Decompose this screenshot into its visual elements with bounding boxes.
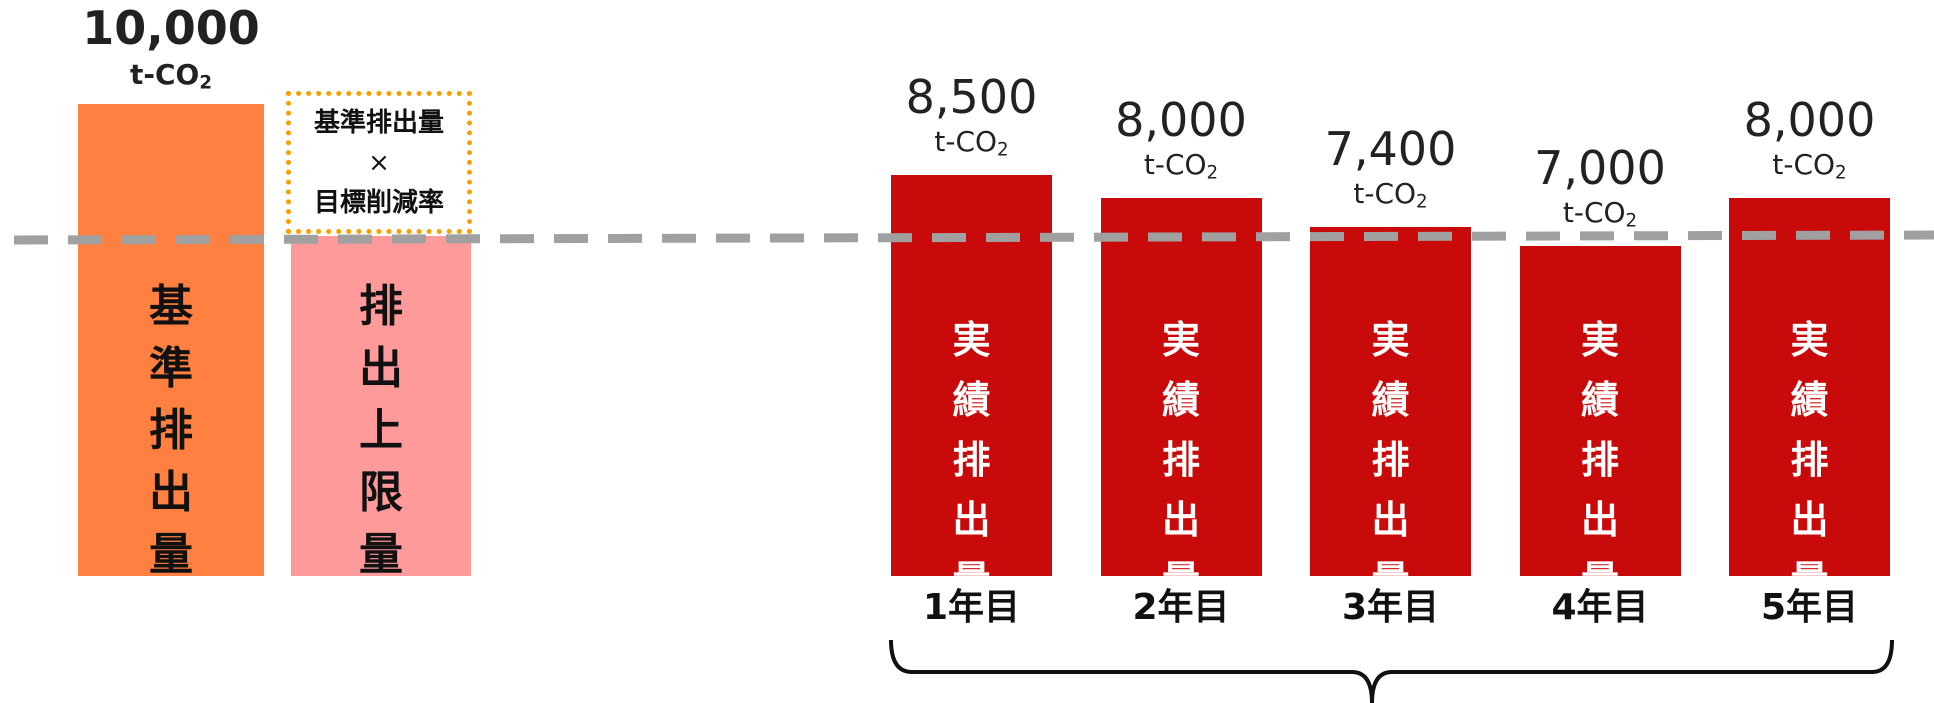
baseline-bar-char: 出 <box>149 467 193 518</box>
year-bar <box>1519 245 1681 576</box>
year-bar-char: 績 <box>952 378 991 422</box>
year-bar <box>1729 198 1890 576</box>
year-value-label: 7,000 <box>1534 140 1666 195</box>
year-bar-char: 量 <box>1161 558 1200 602</box>
cap-bar-char: 出 <box>359 343 403 394</box>
year-bar-char: 績 <box>1790 378 1829 422</box>
year-unit-label: t-CO2 <box>1143 148 1219 184</box>
year-bar-char: 排 <box>1371 438 1410 482</box>
year-bar-text: 実績排出量 <box>1101 310 1262 610</box>
year-bar <box>1310 226 1471 576</box>
year-bar-char: 出 <box>1790 498 1829 542</box>
year-category-label: 3年目 <box>1341 587 1440 628</box>
year-bar-char: 排 <box>1790 438 1829 482</box>
year-value-label: 7,400 <box>1324 121 1457 176</box>
year-bar-text: 実績排出量 <box>1729 310 1890 610</box>
year-category-label: 4年目 <box>1551 587 1649 628</box>
year-value-label: 8,500 <box>905 69 1038 124</box>
cap-formula-box: 基準排出量 × 目標削減率 <box>286 91 472 234</box>
baseline-bar-text: 基 準 排 出 量 <box>78 276 264 586</box>
year-bar-text: 実績排出量 <box>1520 310 1681 610</box>
year-unit-label: t-CO2 <box>1772 148 1847 184</box>
year-bar-char: 量 <box>1790 558 1829 602</box>
baseline-bar-char: 準 <box>149 343 193 394</box>
baseline-bar <box>78 104 264 576</box>
baseline-bar-char: 排 <box>149 405 193 456</box>
year-value-label: 8,000 <box>1743 93 1876 148</box>
cap-bar-char: 排 <box>359 281 403 332</box>
year-value-label: 8,000 <box>1115 93 1247 148</box>
year-bar-char: 実 <box>1790 318 1829 362</box>
year-bar <box>1100 198 1262 576</box>
year-bar-char: 排 <box>1161 438 1200 482</box>
year-bar-text: 実績排出量 <box>891 310 1052 610</box>
formula-line: 基準排出量 <box>313 107 444 138</box>
year-bar-char: 績 <box>1371 378 1410 422</box>
year-bar-char: 実 <box>1580 318 1619 362</box>
year-bar-char: 排 <box>1580 438 1619 482</box>
year-bar-char: 出 <box>1371 498 1410 542</box>
baseline-value-label: 10,000 <box>82 1 260 55</box>
cap-bar-char: 量 <box>359 529 403 580</box>
year-bar-char: 排 <box>952 438 991 482</box>
year-bar-char: 績 <box>1580 378 1619 422</box>
year-bar-char: 出 <box>952 498 991 542</box>
year-bar-char: 量 <box>1580 558 1619 602</box>
year-category-label: 1年目 <box>922 587 1021 628</box>
cap-bar-char: 限 <box>359 467 403 518</box>
cap-bar-char: 上 <box>359 405 403 456</box>
year-bar-char: 出 <box>1580 498 1619 542</box>
year-category-label: 2年目 <box>1132 587 1230 628</box>
year-bar-char: 実 <box>952 318 991 362</box>
cap-bar <box>291 236 471 576</box>
year-bar-char: 量 <box>1371 558 1410 602</box>
baseline-unit-label: t-CO2 <box>129 58 212 94</box>
year-unit-label: t-CO2 <box>934 124 1009 161</box>
year-bar-char: 績 <box>1161 378 1200 422</box>
year-bar <box>891 174 1052 576</box>
cap-bar-text: 排 出 上 限 量 <box>291 276 471 586</box>
year-bar-char: 出 <box>1161 498 1200 542</box>
year-unit-label: t-CO2 <box>1353 176 1428 213</box>
formula-line: 目標削減率 <box>313 187 444 218</box>
year-category-label: 5年目 <box>1760 587 1859 628</box>
year-unit-label: t-CO2 <box>1562 195 1638 232</box>
year-bar-char: 量 <box>952 558 991 602</box>
formula-line: × <box>368 147 390 178</box>
year-bar-text: 実績排出量 <box>1310 310 1471 610</box>
baseline-bar-char: 基 <box>149 281 193 332</box>
baseline-bar-char: 量 <box>149 529 193 580</box>
year-bar-char: 実 <box>1161 318 1200 362</box>
year-bar-char: 実 <box>1371 318 1410 362</box>
